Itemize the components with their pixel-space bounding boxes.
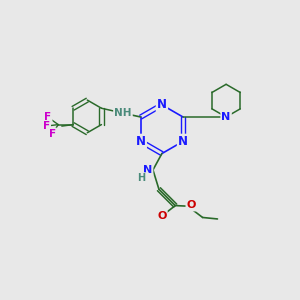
- Text: N: N: [157, 98, 167, 111]
- Text: N: N: [221, 112, 231, 122]
- Text: O: O: [157, 211, 167, 221]
- Text: N: N: [143, 165, 152, 175]
- Text: F: F: [43, 121, 50, 131]
- Text: H: H: [138, 173, 146, 183]
- Text: O: O: [187, 200, 196, 210]
- Text: F: F: [49, 128, 56, 139]
- Text: NH: NH: [114, 108, 132, 118]
- Text: F: F: [44, 112, 51, 122]
- Text: N: N: [136, 135, 146, 148]
- Text: N: N: [178, 135, 188, 148]
